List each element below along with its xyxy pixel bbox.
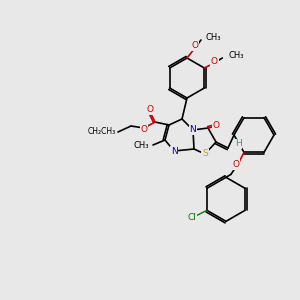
Text: N: N <box>190 125 196 134</box>
Text: S: S <box>202 149 208 158</box>
Text: CH₃: CH₃ <box>134 140 149 149</box>
Text: O: O <box>146 106 154 115</box>
Text: O: O <box>212 122 220 130</box>
Text: Cl: Cl <box>188 213 196 222</box>
Text: O: O <box>211 56 218 65</box>
Text: CH₃: CH₃ <box>205 32 220 41</box>
Text: N: N <box>171 146 177 155</box>
Text: H: H <box>235 140 242 148</box>
Text: O: O <box>232 160 239 169</box>
Text: O: O <box>191 41 199 50</box>
Text: CH₃: CH₃ <box>228 52 244 61</box>
Text: CH₂CH₃: CH₂CH₃ <box>88 128 116 136</box>
Text: O: O <box>140 125 148 134</box>
